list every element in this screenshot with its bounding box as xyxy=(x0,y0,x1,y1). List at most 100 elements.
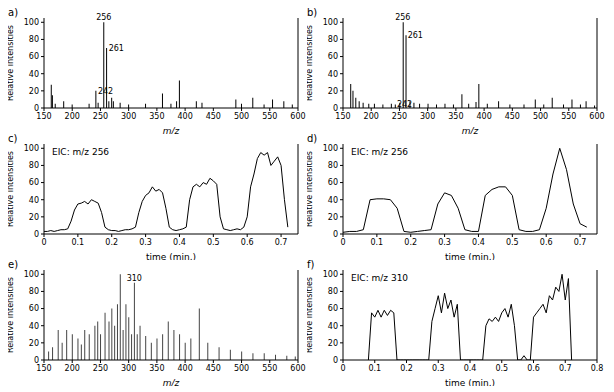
svg-text:500: 500 xyxy=(533,112,548,121)
svg-text:300: 300 xyxy=(121,112,136,121)
svg-text:350: 350 xyxy=(149,112,164,121)
svg-text:500: 500 xyxy=(234,364,249,373)
svg-text:20: 20 xyxy=(29,87,39,96)
svg-text:310: 310 xyxy=(127,274,142,283)
svg-text:150: 150 xyxy=(335,112,350,121)
svg-text:550: 550 xyxy=(561,112,576,121)
svg-text:242: 242 xyxy=(397,100,412,109)
svg-text:0.1: 0.1 xyxy=(370,238,383,247)
svg-text:100: 100 xyxy=(323,18,338,27)
svg-text:0.3: 0.3 xyxy=(139,238,152,247)
svg-text:0.3: 0.3 xyxy=(432,364,445,373)
svg-text:m/z: m/z xyxy=(163,378,180,386)
svg-text:350: 350 xyxy=(448,112,463,121)
svg-text:Relative intensities: Relative intensities xyxy=(8,25,15,101)
svg-text:0.3: 0.3 xyxy=(438,238,451,247)
svg-text:0.1: 0.1 xyxy=(368,364,381,373)
svg-text:600: 600 xyxy=(290,364,305,373)
svg-text:60: 60 xyxy=(29,52,39,61)
svg-text:200: 200 xyxy=(65,364,80,373)
svg-text:256: 256 xyxy=(395,13,410,22)
svg-text:0.7: 0.7 xyxy=(574,238,587,247)
svg-text:Relative intensities: Relative intensities xyxy=(307,151,314,227)
svg-text:0: 0 xyxy=(41,238,46,247)
svg-text:0.5: 0.5 xyxy=(495,364,508,373)
svg-text:250: 250 xyxy=(392,112,407,121)
svg-text:200: 200 xyxy=(65,112,80,121)
svg-text:250: 250 xyxy=(93,112,108,121)
svg-text:Relative intensities: Relative intensities xyxy=(307,277,314,353)
svg-text:80: 80 xyxy=(328,161,338,170)
svg-text:60: 60 xyxy=(29,304,39,313)
svg-text:261: 261 xyxy=(109,44,124,53)
svg-text:0.4: 0.4 xyxy=(472,238,485,247)
svg-text:150: 150 xyxy=(36,112,51,121)
svg-text:0.7: 0.7 xyxy=(275,238,288,247)
svg-text:100: 100 xyxy=(323,270,338,279)
svg-text:60: 60 xyxy=(328,178,338,187)
svg-text:60: 60 xyxy=(328,52,338,61)
svg-text:0: 0 xyxy=(34,230,39,239)
svg-text:0.8: 0.8 xyxy=(591,364,604,373)
svg-text:0.4: 0.4 xyxy=(464,364,477,373)
svg-text:20: 20 xyxy=(29,213,39,222)
svg-text:0: 0 xyxy=(333,356,338,365)
svg-text:200: 200 xyxy=(364,112,379,121)
svg-text:Relative intensities: Relative intensities xyxy=(307,25,314,101)
svg-text:0.2: 0.2 xyxy=(400,364,413,373)
svg-text:0.1: 0.1 xyxy=(71,238,84,247)
svg-text:100: 100 xyxy=(24,18,39,27)
svg-text:400: 400 xyxy=(177,112,192,121)
svg-text:0: 0 xyxy=(340,364,345,373)
svg-text:Relative intensities: Relative intensities xyxy=(8,151,15,227)
svg-text:40: 40 xyxy=(29,70,39,79)
svg-text:550: 550 xyxy=(262,112,277,121)
svg-text:0: 0 xyxy=(34,356,39,365)
svg-text:20: 20 xyxy=(29,339,39,348)
svg-text:0.6: 0.6 xyxy=(540,238,553,247)
svg-text:0.5: 0.5 xyxy=(207,238,220,247)
svg-text:m/z: m/z xyxy=(163,126,180,134)
svg-text:0: 0 xyxy=(333,104,338,113)
svg-text:600: 600 xyxy=(589,112,604,121)
svg-text:400: 400 xyxy=(177,364,192,373)
svg-text:0.4: 0.4 xyxy=(173,238,186,247)
svg-text:350: 350 xyxy=(149,364,164,373)
svg-text:400: 400 xyxy=(476,112,491,121)
svg-text:0: 0 xyxy=(34,104,39,113)
svg-text:450: 450 xyxy=(206,112,221,121)
svg-text:300: 300 xyxy=(121,364,136,373)
svg-text:20: 20 xyxy=(328,339,338,348)
svg-text:300: 300 xyxy=(420,112,435,121)
svg-text:256: 256 xyxy=(96,13,111,22)
svg-text:0.2: 0.2 xyxy=(404,238,417,247)
svg-text:600: 600 xyxy=(290,112,305,121)
svg-text:40: 40 xyxy=(328,196,338,205)
svg-text:time (min.): time (min.) xyxy=(445,252,495,260)
svg-text:60: 60 xyxy=(29,178,39,187)
svg-text:500: 500 xyxy=(234,112,249,121)
svg-text:0: 0 xyxy=(340,238,345,247)
svg-text:0.2: 0.2 xyxy=(105,238,118,247)
svg-text:80: 80 xyxy=(29,161,39,170)
svg-text:20: 20 xyxy=(328,213,338,222)
svg-text:0.6: 0.6 xyxy=(241,238,254,247)
svg-text:80: 80 xyxy=(29,35,39,44)
svg-text:0.5: 0.5 xyxy=(506,238,519,247)
svg-text:100: 100 xyxy=(24,270,39,279)
svg-text:250: 250 xyxy=(93,364,108,373)
svg-text:100: 100 xyxy=(323,144,338,153)
svg-text:m/z: m/z xyxy=(462,126,479,134)
svg-text:time (min.): time (min.) xyxy=(146,252,196,260)
svg-text:150: 150 xyxy=(36,364,51,373)
svg-text:450: 450 xyxy=(505,112,520,121)
svg-text:80: 80 xyxy=(328,287,338,296)
svg-text:40: 40 xyxy=(328,70,338,79)
svg-text:60: 60 xyxy=(328,304,338,313)
svg-text:261: 261 xyxy=(408,31,423,40)
svg-text:550: 550 xyxy=(262,364,277,373)
svg-text:80: 80 xyxy=(328,35,338,44)
svg-text:40: 40 xyxy=(29,196,39,205)
svg-text:0.6: 0.6 xyxy=(527,364,540,373)
svg-text:40: 40 xyxy=(29,322,39,331)
